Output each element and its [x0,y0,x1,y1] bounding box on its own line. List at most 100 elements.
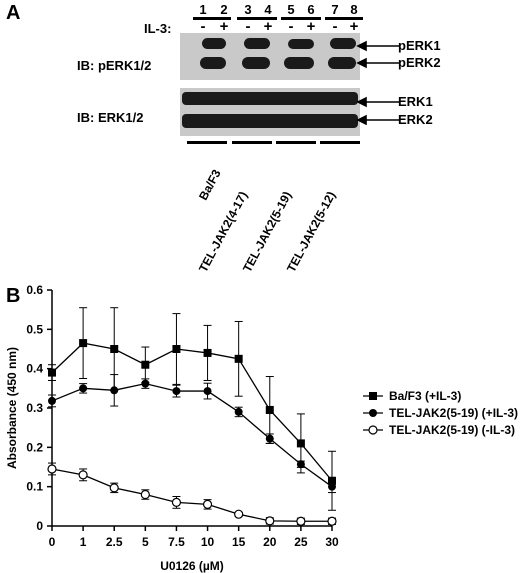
data-point-open-circle [327,516,337,526]
treatment-sign: - [288,18,294,35]
y-tick-label: 0.5 [26,322,43,336]
y-tick-label: 0 [36,519,43,533]
arrow-head-icon [356,57,367,69]
legend-marker [368,425,378,435]
data-point-square [203,348,212,357]
data-point-circle [265,434,274,443]
data-point-open-circle [78,470,88,480]
series-line [51,382,333,488]
data-point-circle [296,460,305,469]
y-tick-label: 0.6 [26,283,43,297]
band [328,57,356,69]
band [244,38,270,49]
data-point-square [79,339,88,348]
ib-label-perk: IB: pERK1/2 [77,58,152,73]
blot-erk [180,88,360,136]
data-point-open-circle [109,483,119,493]
cell-line-bar [276,141,316,144]
data-point-circle [328,482,336,491]
data-point-circle [203,387,212,396]
band-label-erk2: ERK2 [398,112,433,127]
y-tick-label: 0.4 [26,362,43,376]
data-point-circle [79,384,88,393]
data-point-square [110,345,119,353]
series-line [51,342,333,482]
band [202,38,226,49]
panel-b-label: B [6,285,21,307]
absorbance-chart: 0 0.1 0.2 0.3 0.4 0.5 0.6 0 1 2.5 5 7.5 10 15 20 25 30 U0… [5,283,518,573]
data-point-square [296,439,305,448]
data-point-open-circle [140,489,150,500]
arrow-head-icon [356,114,367,125]
treatment-sign: + [263,18,273,35]
data-point-open-circle [234,509,244,519]
y-tick-label: 0.2 [26,440,43,454]
ib-label-erk: IB: ERK1/2 [77,110,144,125]
x-tick-label: 1 [80,535,87,549]
data-point-square [265,405,274,414]
data-point-open-circle [171,497,182,507]
data-point-circle [141,379,150,388]
data-point-circle [234,407,243,416]
data-point-square [172,345,181,353]
treatment-sign: - [332,18,338,35]
y-tick-label: 0.3 [26,401,43,415]
cell-line-bar [320,141,360,144]
cell-line-bar [232,141,272,144]
x-tick-label: 10 [201,535,215,549]
x-tick-label: 5 [142,535,149,549]
arrow-head-icon [356,96,367,108]
band-label-erk1: ERK1 [398,94,433,109]
panel-a-label: A [6,2,21,24]
data-point-open-circle [47,464,57,474]
lane-number: 8 [350,2,358,17]
data-point-circle [172,387,181,396]
data-point-open-circle [202,499,213,509]
lane-pair-bar [325,17,363,20]
data-point-open-circle [265,516,275,526]
arrows-group [356,40,399,125]
legend-label: TEL-JAK2(5-19) (+IL-3) [389,406,518,420]
legend-label: Ba/F3 (+IL-3) [389,389,461,403]
series-line [51,468,332,522]
band [288,39,314,49]
lane-pair-bar [193,17,231,20]
treatment-sign: + [349,18,359,35]
treatment-sign: + [219,18,229,35]
y-axis-label: Absorbance (450 nm) [5,347,19,469]
band [242,57,270,69]
x-tick-label: 20 [263,535,277,549]
treatment-sign: - [200,18,206,35]
data-point-square [234,354,243,363]
lane-number: 7 [331,2,339,17]
lane-number: 5 [287,2,295,17]
arrow-head-icon [356,40,367,52]
band-label-perk1: pERK1 [398,38,441,53]
lane-pair-bar [237,17,277,20]
lane-number: 4 [264,2,272,17]
cell-line-label: TEL-JAK2(5-12) [284,189,339,275]
treatment-sign: + [306,18,316,35]
x-axis-label: U0126 (µM) [160,559,224,573]
x-tick-label: 0 [49,535,56,549]
blot-perk [180,33,360,80]
lane-number: 1 [199,2,207,17]
y-tick-label: 0.1 [26,480,43,494]
data-point-square [141,360,150,369]
legend-marker [369,409,377,417]
data-point-circle [48,396,56,405]
x-tick-label: 15 [232,535,246,549]
band [200,57,226,69]
x-tick-label: 25 [294,535,308,549]
legend-marker [369,392,377,400]
lane-pair-bar [281,17,321,20]
lane-number: 6 [307,2,315,17]
legend-label: TEL-JAK2(5-19) (-IL-3) [389,423,515,437]
data-point-open-circle [296,516,306,526]
il3-label: IL-3: [144,21,172,36]
band [182,114,358,128]
treatment-sign: - [245,18,251,35]
cell-line-bar [187,141,227,144]
lane-number: 2 [220,2,228,17]
band [182,92,358,105]
